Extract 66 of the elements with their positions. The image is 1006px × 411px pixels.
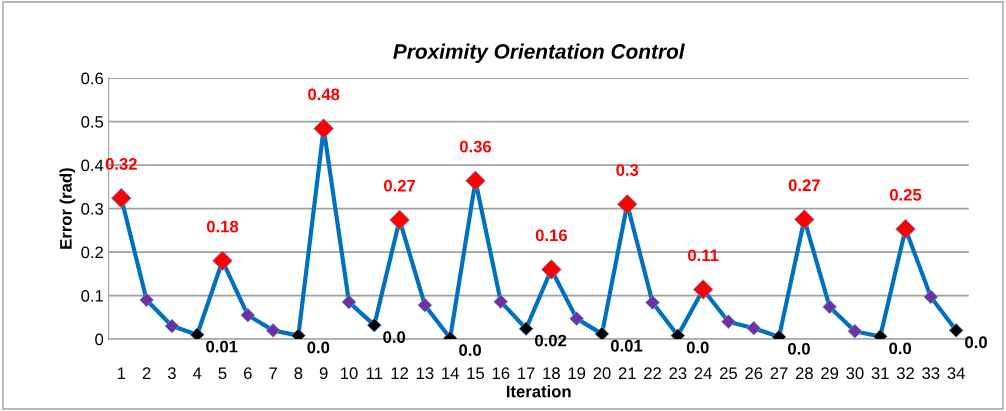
x-tick-label: 21 bbox=[618, 367, 636, 379]
point bbox=[291, 328, 306, 340]
y-tick-label: 0 bbox=[95, 333, 104, 346]
x-tick-label: 32 bbox=[896, 367, 914, 380]
x-tick-label: 30 bbox=[846, 367, 864, 380]
data-label: 0.27 bbox=[384, 179, 416, 192]
x-tick-label: 24 bbox=[694, 367, 712, 379]
data-label: 0.0 bbox=[383, 331, 406, 343]
data-label: 0.25 bbox=[889, 188, 922, 201]
x-tick-label: 33 bbox=[922, 367, 940, 380]
data-label: 0.0 bbox=[307, 341, 330, 354]
data-label: 0.01 bbox=[206, 340, 238, 353]
data-label: 0.27 bbox=[788, 179, 820, 192]
x-tick-label: 22 bbox=[644, 367, 661, 379]
y-tick-label: 0.1 bbox=[81, 289, 103, 302]
x-tick-label: 23 bbox=[669, 367, 687, 380]
x-tick-label: 10 bbox=[340, 367, 358, 380]
x-tick-label: 20 bbox=[593, 367, 611, 380]
data-label: 0.0 bbox=[889, 342, 912, 355]
x-tick-label: 7 bbox=[269, 367, 277, 379]
x-tick-label: 18 bbox=[543, 367, 560, 380]
x-tick-label: 25 bbox=[720, 367, 738, 380]
y-axis-title: Error (rad) bbox=[59, 168, 76, 249]
x-tick-label: 15 bbox=[467, 367, 485, 380]
x-tick-label: 27 bbox=[770, 367, 788, 379]
y-tick-label: 0.2 bbox=[81, 246, 103, 259]
x-tick-label: 11 bbox=[366, 367, 383, 379]
data-label: 0.11 bbox=[688, 249, 719, 262]
x-tick-label: 1 bbox=[117, 367, 126, 379]
x-tick-label: 13 bbox=[416, 367, 434, 380]
x-tick-label: 31 bbox=[871, 367, 889, 380]
x-tick-label: 12 bbox=[391, 367, 409, 379]
y-tick-label: 0.5 bbox=[81, 115, 104, 128]
x-tick-label: 14 bbox=[442, 367, 459, 379]
x-tick-label: 29 bbox=[821, 367, 839, 380]
x-tick-label: 34 bbox=[947, 367, 965, 380]
data-label: 0.3 bbox=[616, 164, 639, 176]
x-tick-label: 3 bbox=[167, 367, 176, 380]
data-label: 0.0 bbox=[965, 336, 987, 349]
x-tick-label: 4 bbox=[192, 367, 202, 379]
x-tick-label: 28 bbox=[795, 367, 813, 380]
x-tick-label: 17 bbox=[518, 367, 535, 379]
data-label: 0.0 bbox=[459, 344, 481, 356]
x-tick-label: 26 bbox=[745, 367, 763, 380]
y-tick-label: 0.6 bbox=[81, 72, 104, 85]
x-tick-label: 6 bbox=[244, 367, 252, 380]
data-label: 0.0 bbox=[686, 341, 709, 354]
x-tick-label: 16 bbox=[492, 367, 510, 380]
x-tick-label: 19 bbox=[568, 367, 586, 380]
y-tick-label: 0.3 bbox=[81, 202, 104, 215]
y-tick-label: 0.4 bbox=[81, 159, 104, 172]
point bbox=[670, 328, 686, 340]
data-label: 0.18 bbox=[206, 220, 239, 233]
data-label: 0.02 bbox=[535, 334, 567, 347]
x-tick-label: 5 bbox=[218, 367, 227, 380]
data-label: 0.48 bbox=[308, 88, 340, 101]
data-label: 0.36 bbox=[459, 140, 492, 153]
x-axis-title: Iteration bbox=[506, 385, 571, 398]
data-label: 0.16 bbox=[535, 229, 567, 242]
x-tick-label: 8 bbox=[294, 367, 303, 380]
x-tick-label: 9 bbox=[319, 367, 328, 380]
chart-title: Proximity Orientation Control bbox=[393, 43, 685, 63]
x-tick-label: 2 bbox=[142, 367, 151, 379]
data-label: 0.32 bbox=[105, 158, 137, 170]
data-label: 0.0 bbox=[788, 342, 810, 355]
data-label: 0.01 bbox=[610, 339, 643, 352]
